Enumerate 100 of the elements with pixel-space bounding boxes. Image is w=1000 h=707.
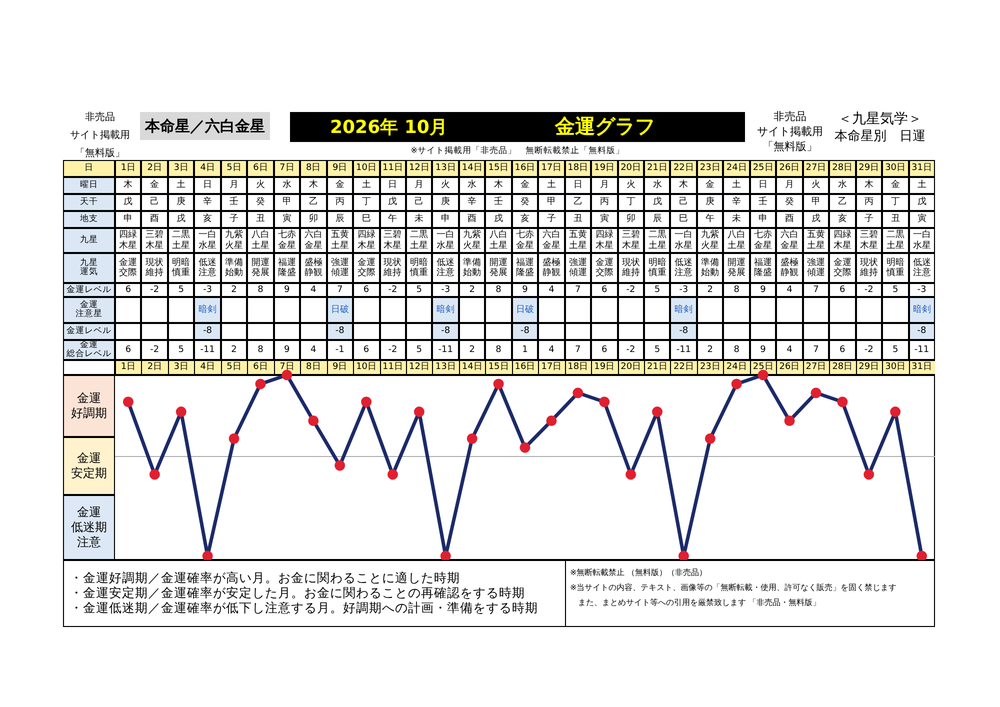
text: 土 [546, 180, 557, 191]
text: 戊 [652, 197, 663, 208]
text: 木 [493, 180, 504, 191]
category-label: 1日 [120, 362, 136, 372]
text: 二黒土星 [648, 230, 667, 251]
text: -2 [625, 344, 636, 356]
text: 金運交際 [832, 258, 852, 278]
text: 乙 [836, 197, 848, 208]
text: 8 [256, 344, 264, 356]
point [361, 396, 372, 408]
text: 子 [546, 214, 557, 225]
category-label: 27日 [806, 362, 826, 372]
text: 辛 [466, 197, 478, 208]
x-tick-label: 4日 [200, 163, 215, 174]
category-label: 6日 [253, 362, 268, 372]
text: 六白金星 [542, 230, 561, 251]
text: 5 [653, 344, 662, 356]
text: 土 [731, 180, 742, 191]
text: 金運交際 [356, 258, 376, 278]
text: 2 [706, 284, 714, 296]
text: 二黒土星 [172, 230, 191, 251]
text: 低迷注意 [198, 258, 218, 278]
text: 丙 [334, 197, 346, 208]
point [122, 396, 134, 408]
text: 天干 [80, 197, 98, 208]
text: 七赤金星 [277, 230, 296, 251]
text: 現状維持 [621, 258, 640, 278]
text: 7 [336, 284, 344, 296]
point [572, 388, 584, 398]
text: 木 [122, 180, 134, 191]
text: 戊 [916, 197, 928, 208]
text: 強運傾運 [568, 258, 588, 278]
text: 甲 [281, 197, 292, 208]
text: 一白水星 [674, 230, 694, 251]
text: ＜九星気学＞ [837, 110, 923, 128]
text: 準備始動 [462, 258, 482, 278]
category-label: 16日 [514, 362, 536, 372]
text: 現状維持 [145, 258, 164, 278]
text: 亥 [519, 214, 530, 225]
category-label: 30日 [885, 362, 906, 372]
point [916, 550, 928, 560]
text: 8 [256, 284, 264, 296]
text: 4 [310, 344, 318, 356]
category-label: 3日 [174, 362, 188, 372]
text: 寅 [598, 214, 610, 225]
text: 申 [440, 214, 452, 225]
text: 五黄土星 [330, 230, 350, 251]
text: -11 [199, 344, 216, 356]
text: 盛極静観 [780, 258, 799, 278]
point [202, 550, 213, 560]
category-label: 13日 [435, 362, 456, 372]
text: 金 [890, 180, 901, 191]
text: 己 [414, 197, 425, 208]
text: 水 [466, 180, 478, 191]
point [228, 433, 240, 444]
text: 非売品 [774, 110, 806, 123]
text: -2 [863, 284, 874, 296]
text: 庚 [440, 197, 452, 208]
text: 暗剣 [436, 304, 456, 316]
text: 乙 [308, 197, 319, 208]
text: 日 [572, 180, 584, 191]
x-tick-label: 20日 [620, 163, 642, 174]
category-label: 19日 [594, 362, 615, 372]
x-tick-label: 15日 [488, 163, 509, 174]
text: 巳 [360, 214, 372, 225]
text: 現状維持 [859, 258, 878, 278]
text: 明暗慎重 [172, 258, 191, 278]
text: 4 [786, 344, 794, 356]
text: 火 [254, 180, 266, 191]
text: 二黒土星 [886, 230, 905, 251]
text: -8 [440, 326, 452, 337]
text: 子 [863, 214, 874, 225]
text: 月 [228, 180, 240, 191]
text: 庚 [704, 197, 716, 208]
text: 己 [678, 197, 690, 208]
x-tick-label: 31日 [912, 163, 932, 174]
text: -2 [387, 344, 398, 356]
text: -11 [675, 344, 692, 356]
text: 四緑木星 [118, 230, 138, 251]
text: 8 [732, 284, 740, 296]
text: 金運レベル [66, 326, 112, 336]
text: 月 [784, 180, 795, 191]
text: 水 [652, 180, 663, 191]
text: 金 [519, 180, 530, 191]
x-tick-label: 6日 [253, 163, 268, 174]
text: 運気 [80, 267, 98, 277]
text: ・金運低迷期／金運確率が低下し注意する月。好調期への計画・準備をする時期 [70, 600, 538, 617]
text: サイト掲載用 [70, 130, 130, 141]
x-tick-label: 22日 [673, 163, 694, 174]
point [255, 378, 266, 390]
text: 日 [84, 163, 94, 174]
point [678, 550, 689, 560]
text: 6 [124, 344, 132, 356]
category-label: 7日 [280, 362, 294, 372]
text: 丁 [625, 197, 636, 208]
text: 九星 [80, 235, 98, 246]
text: 9 [759, 344, 767, 356]
text: 福運隆盛 [277, 258, 296, 278]
text: ※当サイトの内容、テキスト、画像等の「無断転載・使用、許可なく販売」を固く禁じます [570, 582, 897, 593]
text: 「無料版」 [762, 140, 818, 153]
